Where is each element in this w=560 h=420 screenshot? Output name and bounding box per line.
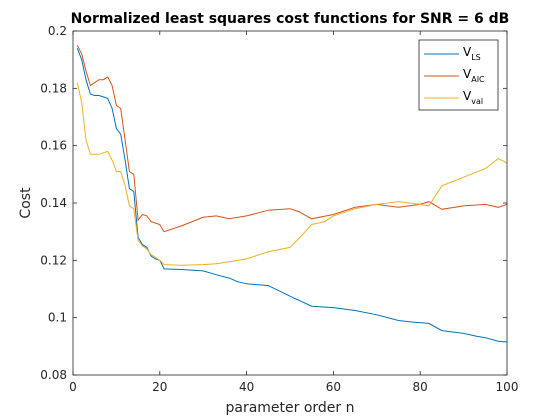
x-tick-label: 20	[152, 380, 167, 394]
legend-box	[419, 40, 498, 110]
y-tick-label: 0.1	[48, 311, 67, 325]
x-axis-title: parameter order n	[225, 400, 354, 416]
chart-title: Normalized least squares cost functions …	[71, 11, 510, 27]
y-tick-label: 0.12	[40, 253, 67, 267]
x-tick-label: 100	[496, 380, 519, 394]
y-tick-label: 0.18	[40, 81, 67, 95]
x-tick-label: 0	[69, 380, 77, 394]
y-tick-label: 0.2	[48, 24, 67, 38]
x-tick-label: 80	[413, 380, 428, 394]
y-tick-label: 0.16	[40, 139, 67, 153]
y-axis-title: Cost	[18, 187, 34, 219]
x-tick-label: 60	[326, 380, 341, 394]
y-tick-label: 0.14	[40, 196, 67, 210]
x-tick-label: 40	[239, 380, 254, 394]
y-tick-label: 0.08	[40, 368, 67, 382]
